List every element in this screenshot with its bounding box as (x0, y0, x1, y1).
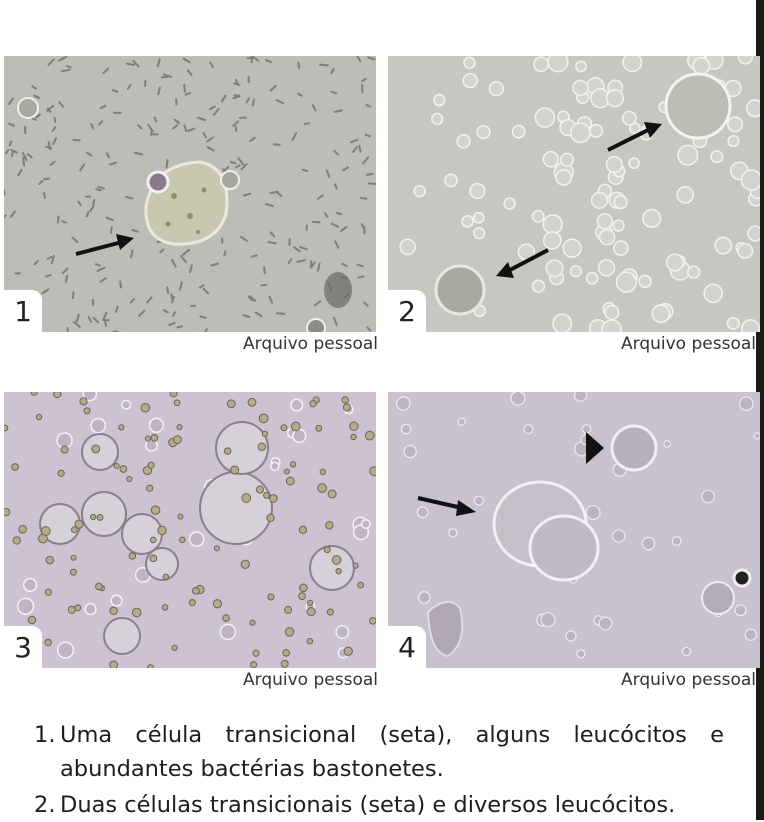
panel-number: 3 (4, 626, 42, 668)
panel-number: 4 (388, 626, 426, 668)
caption-number: 2. (34, 788, 60, 822)
micrograph-4: 4 (388, 392, 760, 668)
figure-captions: 1. Uma célula transicional (seta), algun… (34, 718, 724, 822)
image-credit: Arquivo pessoal (456, 670, 756, 690)
caption-text: Uma célula transicional (seta), alguns l… (60, 718, 724, 786)
caption-item: 1. Uma célula transicional (seta), algun… (34, 718, 724, 786)
image-credit: Arquivo pessoal (456, 334, 756, 354)
micrograph-3: 3 (4, 392, 376, 668)
micrograph-2: 2 (388, 56, 760, 332)
micrograph-1: 1 (4, 56, 376, 332)
panel-number: 1 (4, 290, 42, 332)
caption-number: 1. (34, 718, 60, 786)
caption-text: Duas células transicionais (seta) e dive… (60, 788, 724, 822)
image-credit: Arquivo pessoal (78, 334, 378, 354)
image-credit: Arquivo pessoal (78, 670, 378, 690)
caption-item: 2. Duas células transicionais (seta) e d… (34, 788, 724, 822)
panel-number: 2 (388, 290, 426, 332)
